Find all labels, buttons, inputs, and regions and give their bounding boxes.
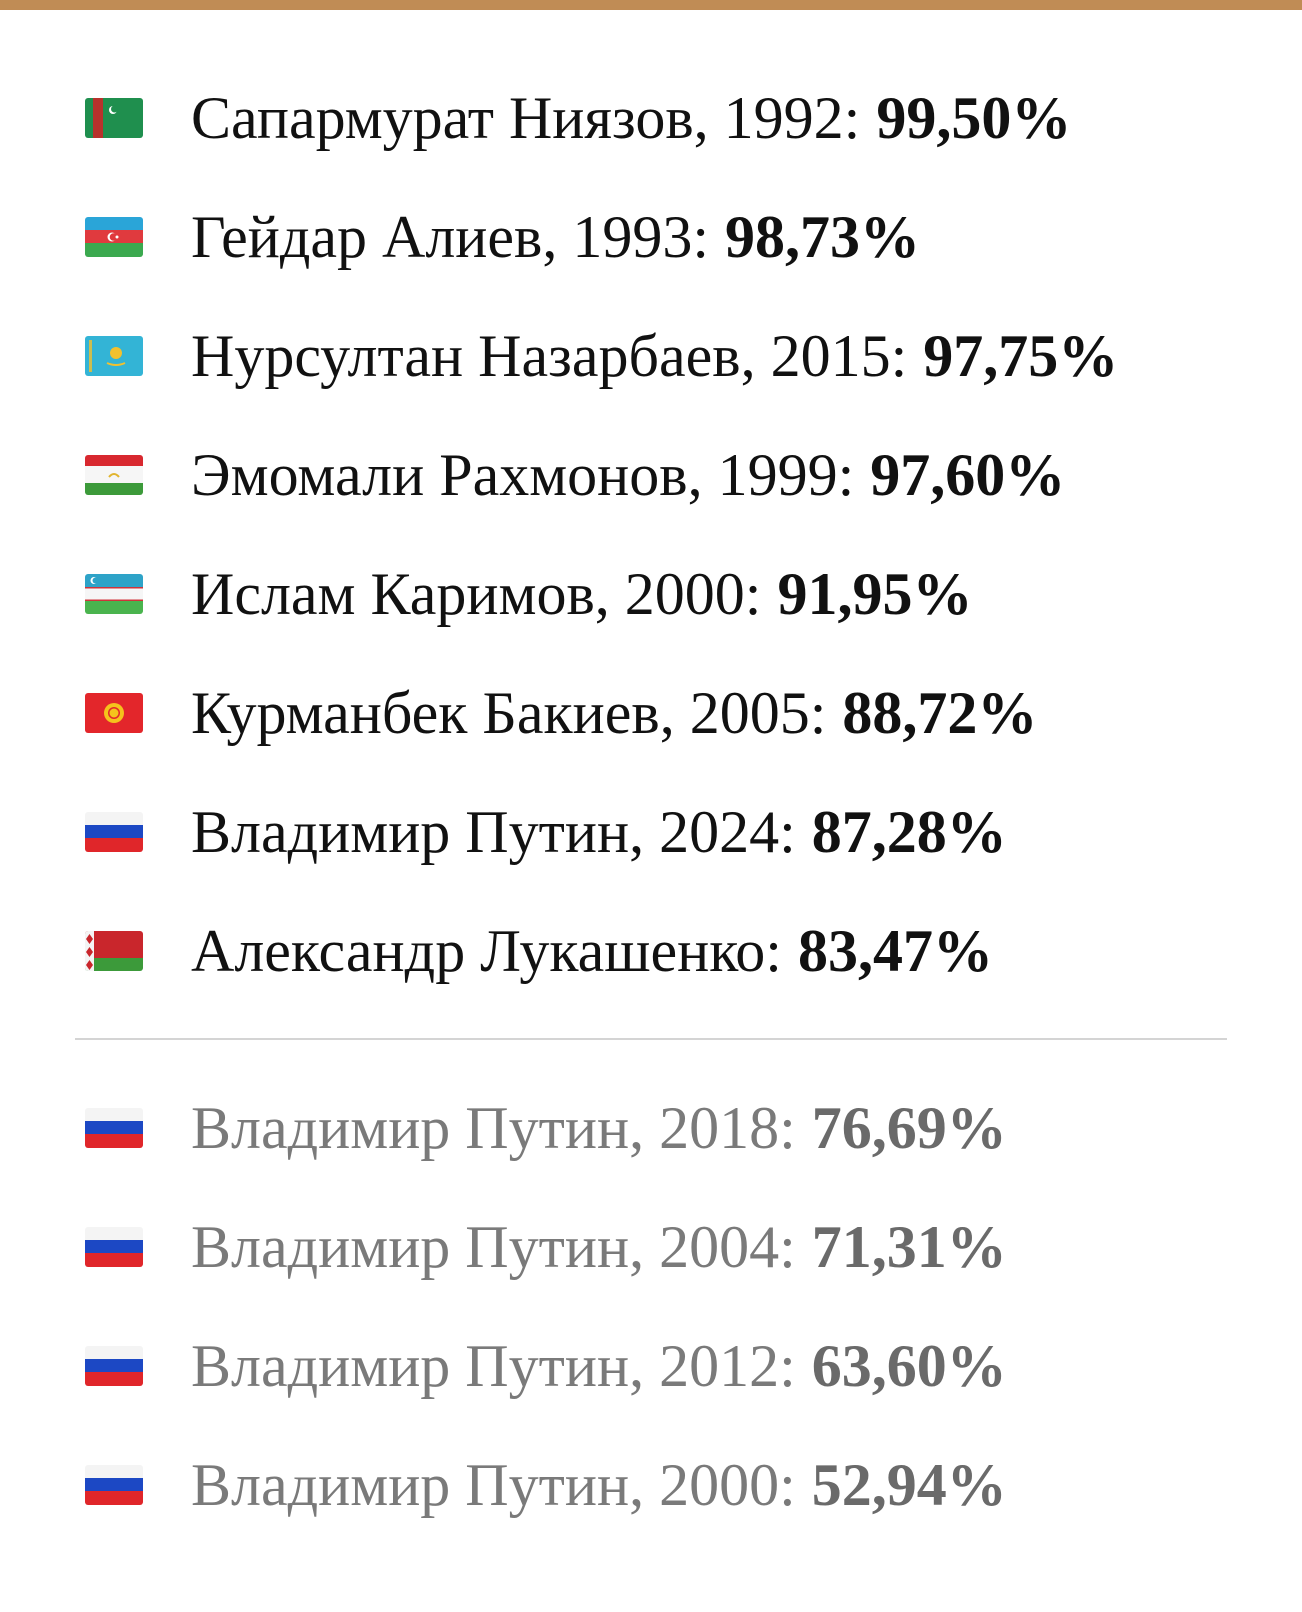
row: Владимир Путин, 2000: 52,94% — [85, 1445, 1007, 1525]
label: Нурсултан Назарбаев, 2015: — [191, 322, 908, 389]
label: Курманбек Бакиев, 2005: — [191, 679, 827, 746]
row: Владимир Путин, 2004: 71,31% — [85, 1207, 1007, 1287]
row: Эмомали Рахмонов, 1999: 97,60% — [85, 435, 1065, 515]
label: Александр Лукашенко: — [191, 917, 782, 984]
value: 97,75% — [923, 322, 1119, 389]
value: 71,31% — [811, 1213, 1007, 1280]
flag — [85, 931, 143, 971]
row: Курманбек Бакиев, 2005: 88,72% — [85, 673, 1037, 753]
label: Владимир Путин, 2004: — [191, 1213, 796, 1280]
value: 87,28% — [811, 798, 1007, 865]
row: Владимир Путин, 2018: 76,69% — [85, 1088, 1007, 1168]
value: 88,72% — [842, 679, 1038, 746]
value: 52,94% — [811, 1451, 1007, 1518]
flag — [85, 217, 143, 257]
top-bar — [0, 0, 1302, 10]
flag — [85, 693, 143, 733]
row: Владимир Путин, 2024: 87,28% — [85, 792, 1007, 872]
flag — [85, 1465, 143, 1505]
label: Эмомали Рахмонов, 1999: — [191, 441, 855, 508]
row: Нурсултан Назарбаев, 2015: 97,75% — [85, 316, 1118, 396]
flag — [85, 455, 143, 495]
value: 97,60% — [870, 441, 1066, 508]
flag — [85, 336, 143, 376]
label: Владимир Путин, 2024: — [191, 798, 796, 865]
flag — [85, 574, 143, 614]
label: Владимир Путин, 2000: — [191, 1451, 796, 1518]
flag — [85, 812, 143, 852]
label: Владимир Путин, 2018: — [191, 1094, 796, 1161]
value: 76,69% — [811, 1094, 1007, 1161]
label: Сапармурат Ниязов, 1992: — [191, 84, 861, 151]
value: 63,60% — [811, 1332, 1007, 1399]
flag — [85, 1108, 143, 1148]
divider — [75, 1038, 1227, 1040]
row: Сапармурат Ниязов, 1992: 99,50% — [85, 78, 1071, 158]
label: Ислам Каримов, 2000: — [191, 560, 762, 627]
row: Гейдар Алиев, 1993: 98,73% — [85, 197, 920, 277]
value: 83,47% — [797, 917, 993, 984]
row: Ислам Каримов, 2000: 91,95% — [85, 554, 972, 634]
row: Александр Лукашенко: 83,47% — [85, 911, 993, 991]
flag — [85, 1227, 143, 1267]
value: 99,50% — [876, 84, 1072, 151]
label: Владимир Путин, 2012: — [191, 1332, 796, 1399]
row: Владимир Путин, 2012: 63,60% — [85, 1326, 1007, 1406]
label: Гейдар Алиев, 1993: — [191, 203, 710, 270]
value: 98,73% — [725, 203, 921, 270]
flag — [85, 98, 143, 138]
flag — [85, 1346, 143, 1386]
value: 91,95% — [777, 560, 973, 627]
